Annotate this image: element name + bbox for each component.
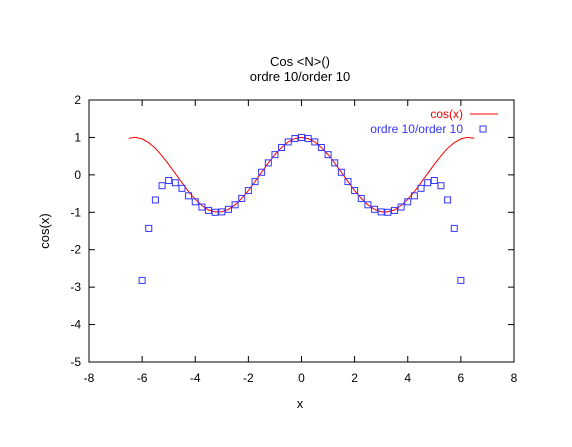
series-point-square [145,224,153,232]
x-tick-label: -4 [190,371,201,385]
y-tick-label: 1 [74,130,81,144]
series-point-square [437,182,445,190]
series-point-square [417,184,425,192]
y-tick-label: -3 [70,280,81,294]
series-point-square [238,194,246,202]
series-point-square [390,206,398,214]
series-point-square [205,206,213,214]
series-point-square [165,176,173,184]
series-point-square [171,179,179,187]
legend-label: cos(x) [430,107,463,121]
series-point-square [430,176,438,184]
series-point-square [444,196,452,204]
legend-swatch-square [479,125,487,133]
series-point-square [457,276,465,284]
series-point-square [211,208,219,216]
series-line-cos [128,136,475,213]
y-tick-label: -5 [70,355,81,369]
series-point-square [244,187,252,195]
series-point-square [178,184,186,192]
x-tick-label: 8 [511,371,518,385]
x-tick-label: -6 [137,371,148,385]
series-point-square [410,192,418,200]
x-tick-label: 2 [351,371,358,385]
series-point-square [138,276,146,284]
chart-subtitle: ordre 10/order 10 [250,69,350,84]
series-point-square [231,201,239,209]
x-axis-label: x [297,396,304,411]
series-point-square [364,201,372,209]
series-point-square [185,192,193,200]
series-point-square [151,196,159,204]
series-point-square [331,159,339,167]
legend: cos(x)ordre 10/order 10 [370,107,498,136]
series-point-square [311,138,319,146]
plot-area [128,133,475,284]
series-point-square [384,208,392,216]
y-tick-label: 0 [74,168,81,182]
y-tick-label: 2 [74,93,81,107]
series-point-square [278,144,286,152]
series-point-square [271,151,279,159]
series-point-square [424,179,432,187]
series-point-square [264,159,272,167]
series-point-square [198,203,206,211]
series-point-square [351,187,359,195]
y-axis-label: cos(x) [37,213,52,248]
series-point-square [344,178,352,186]
series-point-square [404,198,412,206]
series-point-square [450,224,458,232]
series-point-square [224,205,232,213]
x-tick-label: 0 [298,371,305,385]
series-point-square [397,203,405,211]
series-point-square [371,205,379,213]
series-point-square [317,144,325,152]
series-point-square [337,168,345,176]
legend-label: ordre 10/order 10 [370,122,463,136]
series-point-square [158,182,166,190]
x-tick-label: -8 [84,371,95,385]
series-point-square [191,198,199,206]
x-tick-label: -2 [243,371,254,385]
series-point-square [298,133,305,141]
y-tick-label: -2 [70,243,81,257]
series-point-square [291,135,299,143]
y-tick-label: -4 [70,318,81,332]
y-tick-label: -1 [70,205,81,219]
axis-ticks: -8 -6 -4 -2 0 2 4 6 8 -5 -4 -3 -2 -1 0 1 2 [70,93,517,385]
chart-title: Cos <N>() [270,54,330,69]
series-point-square [357,194,365,202]
series-point-square [258,168,266,176]
series-point-square [284,138,292,146]
x-tick-label: 4 [404,371,411,385]
series-point-square [304,135,312,143]
series-point-square [251,178,259,186]
x-tick-label: 6 [458,371,465,385]
series-point-square [324,151,332,159]
series-point-square [377,208,385,216]
series-point-square [218,208,226,216]
